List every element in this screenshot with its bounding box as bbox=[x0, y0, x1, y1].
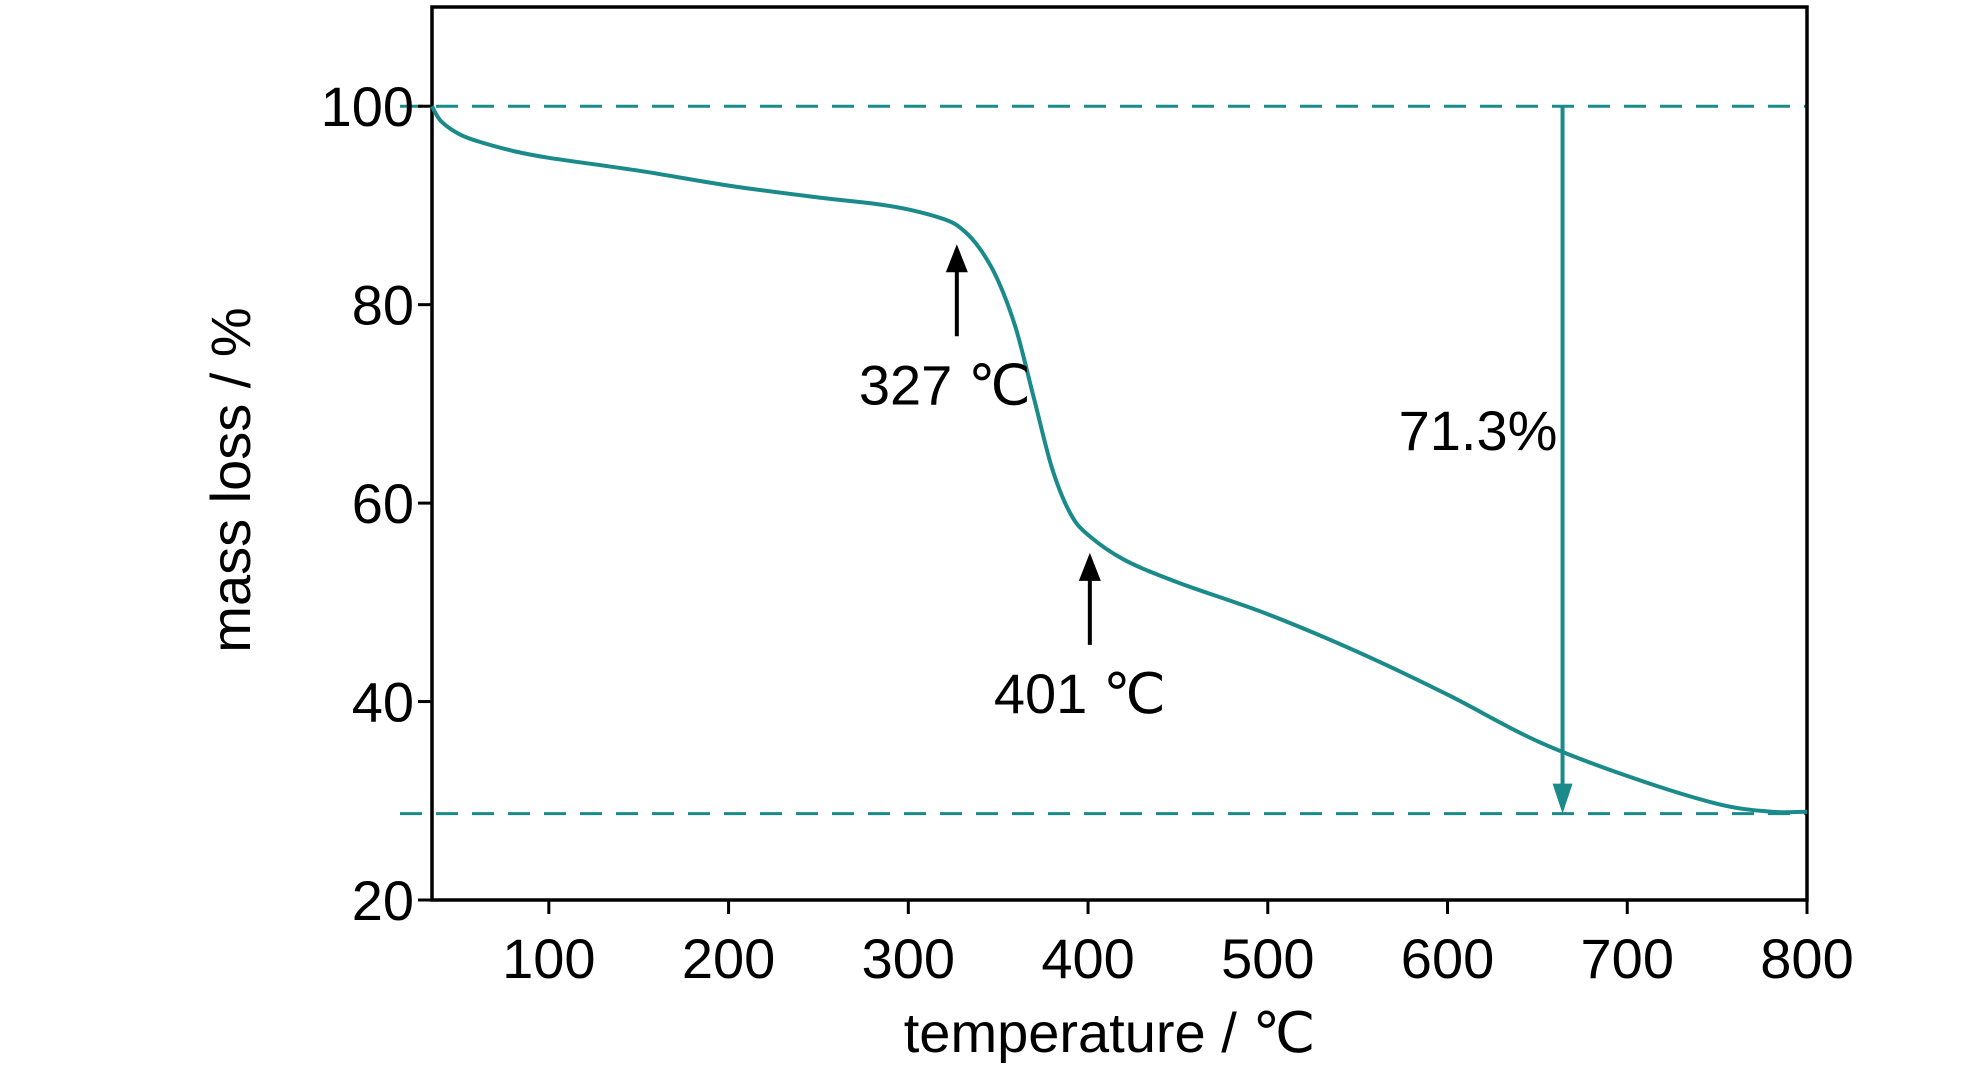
x-tick-label: 400 bbox=[1041, 927, 1134, 990]
x-tick-label: 100 bbox=[502, 927, 595, 990]
mass-loss-arrow-head bbox=[1552, 783, 1573, 814]
annotation-label-0: 327 ℃ bbox=[859, 353, 1031, 416]
annotations: 327 ℃ 401 ℃ 71.3% bbox=[859, 106, 1573, 814]
tga-curve bbox=[430, 105, 1808, 815]
x-tick-label: 700 bbox=[1581, 927, 1674, 990]
y-tick-label: 60 bbox=[352, 472, 414, 535]
y-tick-label: 40 bbox=[352, 671, 414, 734]
plot-frame-box bbox=[430, 5, 1809, 902]
series-group bbox=[430, 105, 1808, 815]
x-axis-ticks: 100 200 300 400 500 600 700 800 bbox=[502, 900, 1854, 990]
x-tick-label: 800 bbox=[1760, 927, 1853, 990]
y-tick-label: 80 bbox=[352, 274, 414, 337]
plot-frame bbox=[430, 5, 1809, 902]
annotation-label-1: 401 ℃ bbox=[994, 662, 1166, 725]
y-tick-label: 20 bbox=[352, 869, 414, 932]
x-tick-label: 300 bbox=[862, 927, 955, 990]
y-axis-title: mass loss / % bbox=[199, 307, 262, 652]
x-axis-title: temperature / ℃ bbox=[904, 1001, 1316, 1063]
x-tick-label: 600 bbox=[1401, 927, 1494, 990]
y-axis-ticks: 20 40 60 80 100 bbox=[321, 75, 432, 932]
x-tick-label: 500 bbox=[1221, 927, 1314, 990]
arrow-1-head bbox=[1078, 552, 1101, 581]
reference-lines bbox=[400, 104, 1807, 816]
x-tick-label: 200 bbox=[682, 927, 775, 990]
y-tick-label: 100 bbox=[321, 75, 414, 138]
mass-loss-label: 71.3% bbox=[1399, 399, 1558, 462]
arrow-0-head bbox=[945, 244, 968, 273]
